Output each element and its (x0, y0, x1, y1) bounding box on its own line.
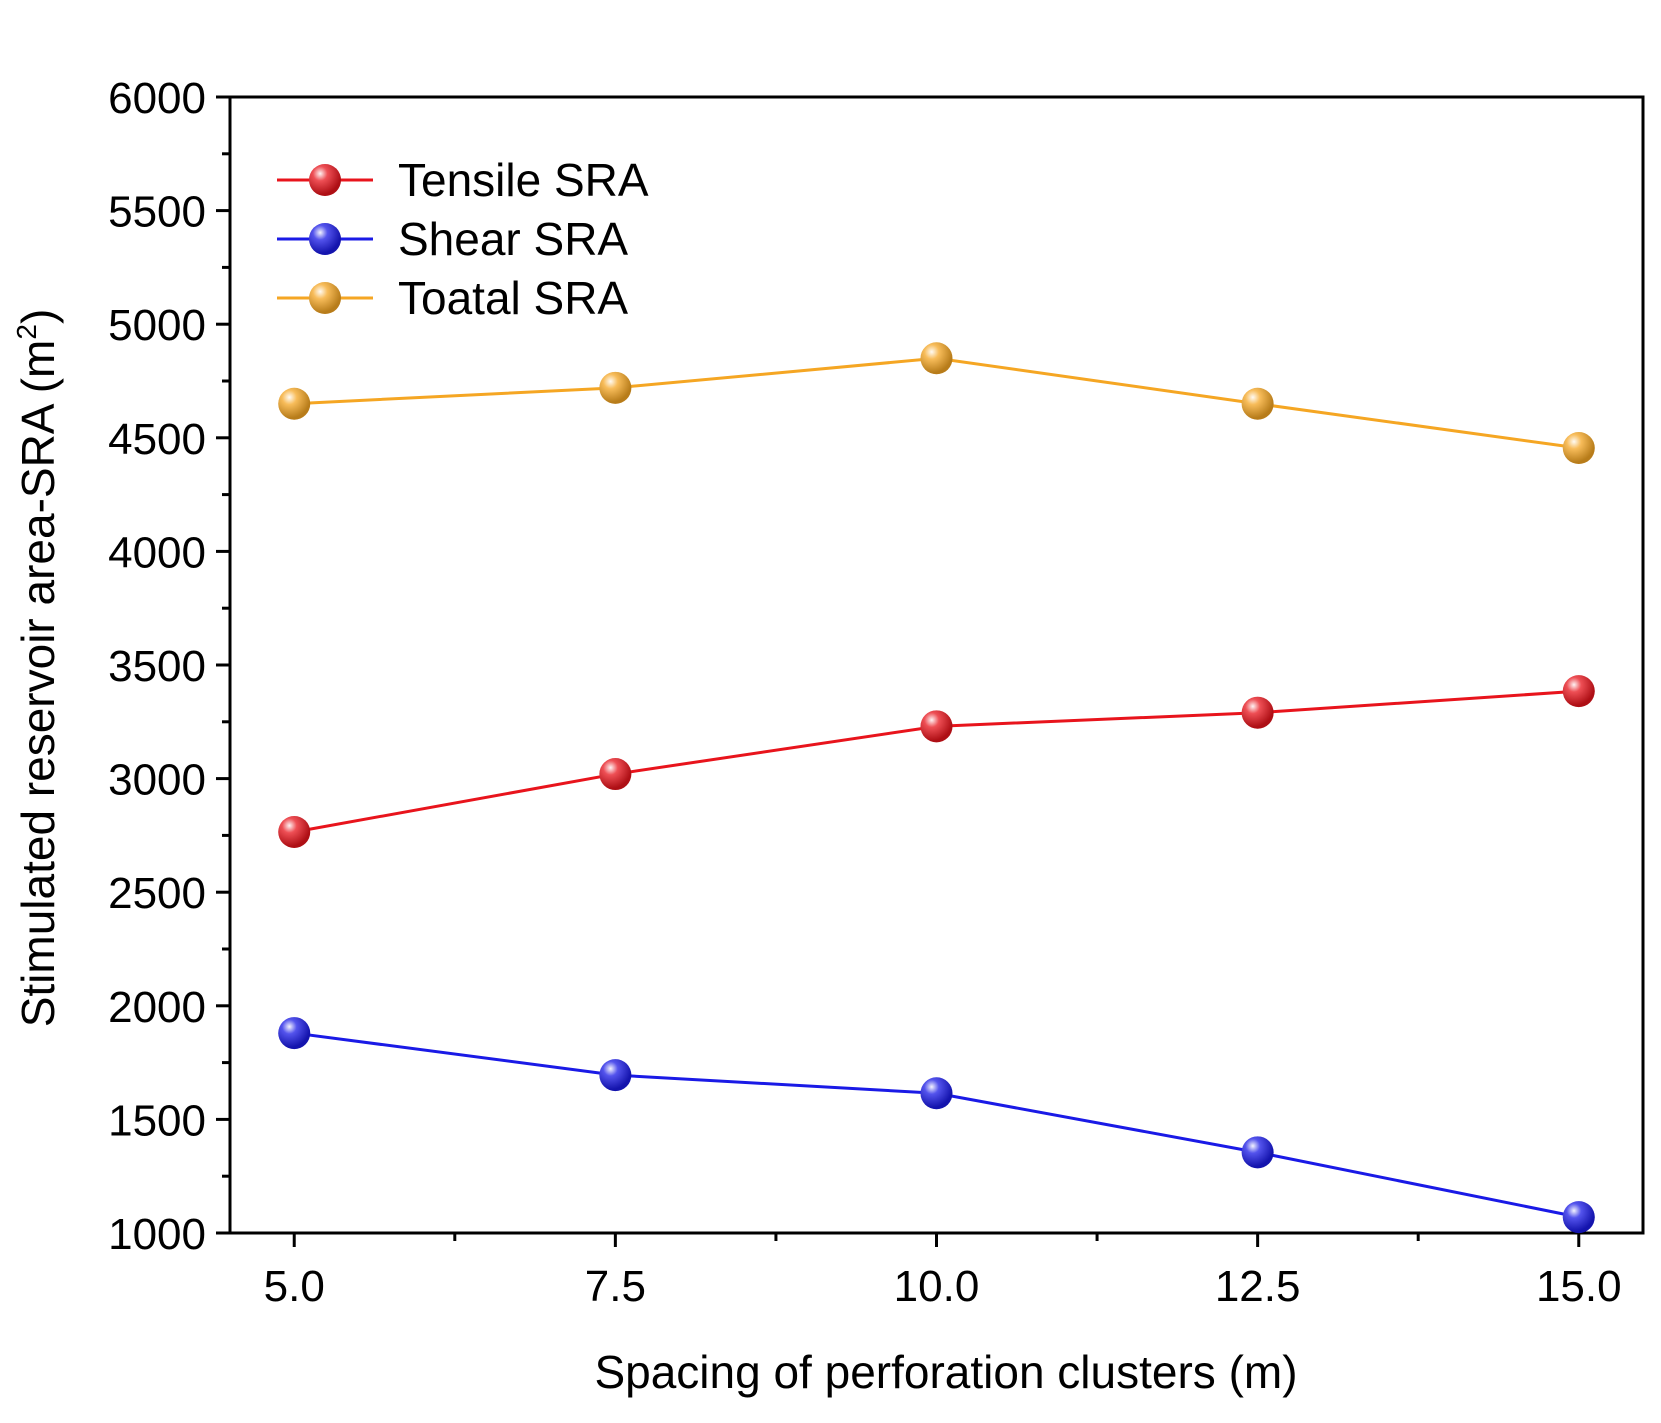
y-tick-label: 3000 (108, 756, 206, 805)
x-axis-ticks: 5.0 7.5 10.0 12.5 15.0 (264, 1233, 1622, 1311)
x-tick-label: 7.5 (585, 1262, 646, 1311)
y-tick-label: 5000 (108, 301, 206, 350)
y-tick-label: 1000 (108, 1210, 206, 1259)
y-tick-label: 4000 (108, 528, 206, 577)
data-point-highlight (1241, 387, 1274, 420)
y-tick-label: 1500 (108, 1096, 206, 1145)
y-axis-title-unit-exponent: 2 (11, 324, 42, 340)
legend-swatch-highlight (309, 282, 341, 314)
legend-swatch-highlight (309, 223, 341, 255)
plot-border (228, 95, 1645, 1235)
legend-label: Tensile SRA (398, 154, 649, 206)
y-tick-label: 4500 (108, 415, 206, 464)
y-axis-ticks: 1000 1500 2000 2500 3000 3500 4000 4500 5000 5500… (108, 74, 230, 1259)
y-tick-label: 3500 (108, 642, 206, 691)
data-point-highlight (1562, 432, 1595, 465)
y-tick-label: 2500 (108, 869, 206, 918)
y-axis-title-open-paren: ( (12, 377, 64, 406)
plot-frame (228, 95, 1645, 1235)
data-point-highlight (278, 815, 311, 848)
legend-swatch-highlight (309, 164, 341, 196)
y-tick-label: 5500 (108, 188, 206, 237)
x-tick-label: 15.0 (1536, 1262, 1622, 1311)
legend-label: Shear SRA (398, 213, 628, 265)
series-layer (278, 342, 1595, 1234)
data-point-highlight (1562, 1201, 1595, 1234)
data-point-highlight (599, 758, 632, 791)
x-tick-label: 12.5 (1215, 1262, 1301, 1311)
data-point-highlight (1562, 675, 1595, 708)
x-tick-label: 10.0 (894, 1262, 980, 1311)
series-tensile-sra (278, 675, 1595, 848)
y-axis-title-close-paren: ) (12, 309, 64, 324)
legend-label: Toatal SRA (398, 272, 628, 324)
data-point-highlight (1241, 1136, 1274, 1169)
data-point-highlight (599, 371, 632, 404)
series-line (294, 1031, 1580, 1219)
y-axis-title-text: Stimulated reservoir area-SRA (12, 403, 64, 1027)
data-point-highlight (278, 387, 311, 420)
legend-item: Toatal SRA (277, 272, 628, 324)
legend-item: Tensile SRA (277, 154, 649, 206)
y-tick-label: 2000 (108, 983, 206, 1032)
y-axis-title: Stimulated reservoir area-SRA (m2) (11, 309, 64, 1028)
data-point-highlight (920, 710, 953, 743)
series-shear-sra (278, 1017, 1595, 1234)
legend: Tensile SRA Shear SRA Toatal SRA (277, 154, 649, 324)
data-point-highlight (1241, 696, 1274, 729)
legend-item: Shear SRA (277, 213, 628, 265)
y-tick-label: 6000 (108, 74, 206, 123)
data-point-highlight (599, 1059, 632, 1092)
data-point-highlight (920, 1077, 953, 1110)
x-tick-label: 5.0 (264, 1262, 325, 1311)
series-toatal-sra (278, 342, 1595, 465)
data-point-highlight (920, 342, 953, 375)
data-point-highlight (278, 1017, 311, 1050)
y-axis-title-unit: m (12, 340, 64, 378)
x-axis-title: Spacing of perforation clusters (m) (594, 1346, 1297, 1398)
